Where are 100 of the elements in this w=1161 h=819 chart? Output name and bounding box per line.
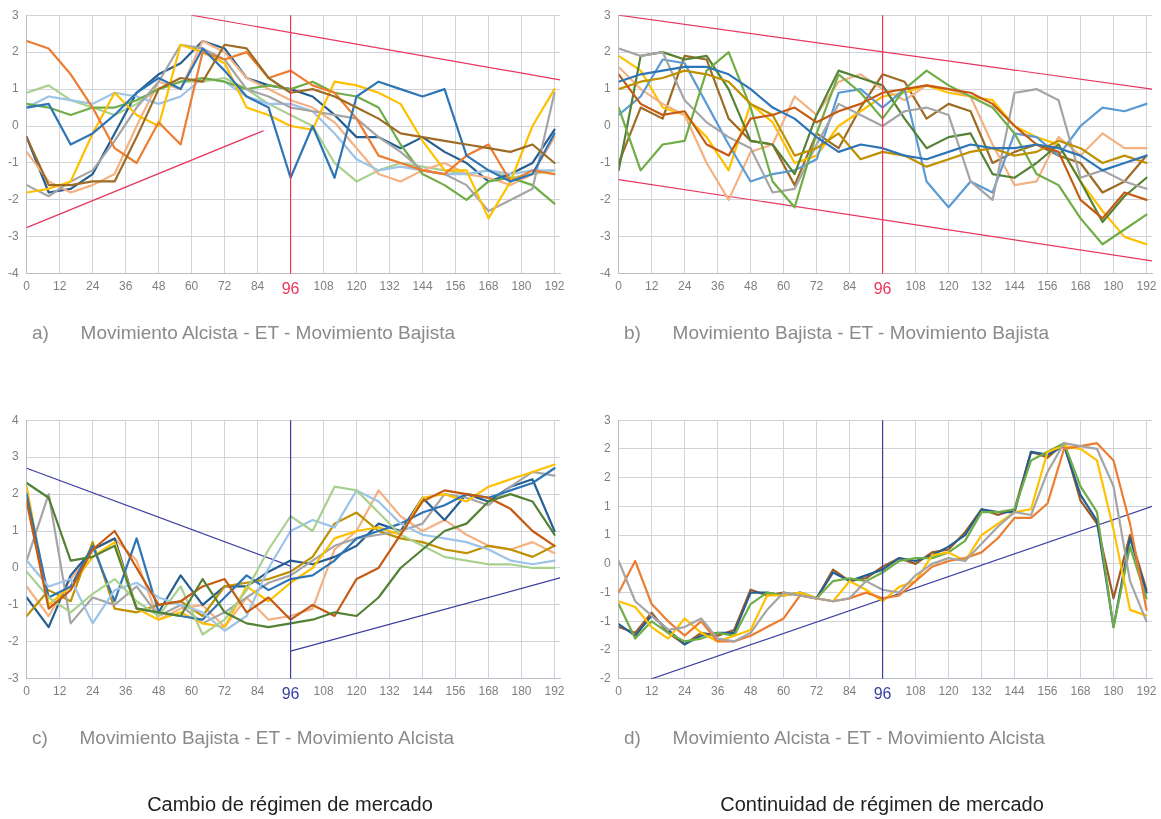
x-tick-label: 108 — [313, 684, 334, 699]
y-tick-label: 1 — [603, 527, 611, 542]
x-tick-label: 132 — [971, 279, 992, 294]
x-tick-label: 48 — [151, 684, 166, 699]
y-tick-label: 3 — [11, 7, 19, 22]
y-tick-label: -2 — [600, 671, 611, 686]
x-tick-label: 108 — [905, 684, 926, 699]
y-tick-label: -1 — [600, 613, 611, 628]
x-tick-label: 144 — [1004, 684, 1025, 699]
y-tick-label: 2 — [11, 44, 19, 59]
x-tick-label: 168 — [478, 279, 499, 294]
x-tick-label: 132 — [379, 279, 400, 294]
y-tick-label: 4 — [11, 412, 19, 427]
y-tick-label: -3 — [8, 671, 19, 686]
x-tick-label: 12 — [644, 684, 659, 699]
x-tick-label: 72 — [217, 684, 232, 699]
y-tick-label: -2 — [8, 192, 19, 207]
x-tick-label: 60 — [776, 684, 791, 699]
y-tick-label: 1 — [603, 498, 611, 513]
y-tick-label: 2 — [11, 486, 19, 501]
y-tick-label: -1 — [8, 155, 19, 170]
x-tick-label: 0 — [23, 279, 31, 294]
x-tick-label: 12 — [52, 279, 67, 294]
x-tick-label: 0 — [615, 684, 623, 699]
y-tick-label: -2 — [600, 642, 611, 657]
x-tick-label: 180 — [1103, 279, 1124, 294]
x-tick-label: 36 — [710, 684, 725, 699]
x-tick-label: 132 — [379, 684, 400, 699]
y-tick-label: -3 — [600, 229, 611, 244]
y-tick-label: 0 — [603, 556, 611, 571]
x-tick-label: 24 — [677, 279, 692, 294]
x-axis-title: a) Movimiento Alcista - ET - Movimiento Bajista — [32, 322, 456, 344]
x-tick-label: 36 — [710, 279, 725, 294]
x-tick-label: 72 — [809, 684, 824, 699]
x-tick-label: 156 — [445, 279, 466, 294]
x-tick-label: 84 — [250, 279, 265, 294]
y-tick-label: -1 — [600, 155, 611, 170]
x-tick-label: 96 — [281, 684, 300, 702]
y-tick-label: 2 — [603, 441, 611, 456]
y-tick-label: -3 — [8, 229, 19, 244]
x-tick-label: 36 — [118, 279, 133, 294]
x-tick-label: 60 — [184, 684, 199, 699]
x-tick-label: 180 — [511, 684, 532, 699]
y-tick-label: -2 — [8, 634, 19, 649]
y-tick-label: 1 — [11, 523, 19, 538]
x-tick-label: 60 — [184, 279, 199, 294]
y-tick-label: 1 — [11, 81, 19, 96]
x-tick-label: 132 — [971, 684, 992, 699]
x-tick-label: 180 — [511, 279, 532, 294]
y-tick-label: -2 — [600, 192, 611, 207]
x-tick-label: 24 — [85, 279, 100, 294]
text: Cambio de régimen de mercado — [146, 793, 434, 816]
x-tick-label: 168 — [1070, 684, 1091, 699]
y-tick-label: -4 — [8, 266, 19, 281]
x-tick-label: 96 — [281, 279, 300, 297]
x-tick-label: 48 — [151, 279, 166, 294]
text: Continuidad de régimen de mercado — [719, 793, 1045, 816]
y-tick-label: 1 — [603, 81, 611, 96]
x-axis-title: d) Movimiento Alcista - ET - Movimiento Alcista — [624, 727, 1045, 749]
x-tick-label: 120 — [346, 684, 367, 699]
x-tick-label: 36 — [118, 684, 133, 699]
x-tick-label: 24 — [85, 684, 100, 699]
x-tick-label: 168 — [1070, 279, 1091, 294]
x-tick-label: 120 — [938, 279, 959, 294]
x-tick-label: 84 — [842, 684, 857, 699]
x-tick-label: 12 — [52, 684, 67, 699]
x-tick-label: 120 — [346, 279, 367, 294]
x-tick-label: 168 — [478, 684, 499, 699]
x-tick-label: 180 — [1103, 684, 1124, 699]
x-tick-label: 156 — [445, 684, 466, 699]
x-tick-label: 24 — [677, 684, 692, 699]
x-tick-label: 144 — [412, 684, 433, 699]
x-tick-label: 72 — [217, 279, 232, 294]
x-tick-label: 48 — [743, 684, 758, 699]
x-tick-label: 192 — [544, 684, 565, 699]
x-tick-label: 12 — [644, 279, 659, 294]
x-tick-label: 96 — [873, 684, 892, 702]
x-tick-label: 144 — [412, 279, 433, 294]
y-tick-label: 3 — [603, 7, 611, 22]
y-tick-label: 3 — [603, 412, 611, 427]
x-tick-label: 48 — [743, 279, 758, 294]
x-tick-label: 144 — [1004, 279, 1025, 294]
y-tick-label: 0 — [603, 118, 611, 133]
y-tick-label: 0 — [11, 560, 19, 575]
x-tick-label: 108 — [313, 279, 334, 294]
x-tick-label: 72 — [809, 279, 824, 294]
x-tick-label: 192 — [544, 279, 565, 294]
x-tick-label: 0 — [23, 684, 31, 699]
y-tick-label: 0 — [11, 118, 19, 133]
x-tick-label: 192 — [1136, 684, 1157, 699]
y-tick-label: 2 — [603, 469, 611, 484]
x-tick-label: 156 — [1037, 684, 1058, 699]
y-tick-label: 2 — [603, 44, 611, 59]
x-tick-label: 84 — [842, 279, 857, 294]
x-tick-label: 0 — [615, 279, 623, 294]
x-tick-label: 96 — [873, 279, 892, 297]
y-tick-label: -4 — [600, 266, 611, 281]
y-tick-label: -1 — [8, 597, 19, 612]
x-axis-title: b) Movimiento Bajista - ET - Movimiento Bajista — [624, 322, 1050, 344]
x-tick-label: 60 — [776, 279, 791, 294]
